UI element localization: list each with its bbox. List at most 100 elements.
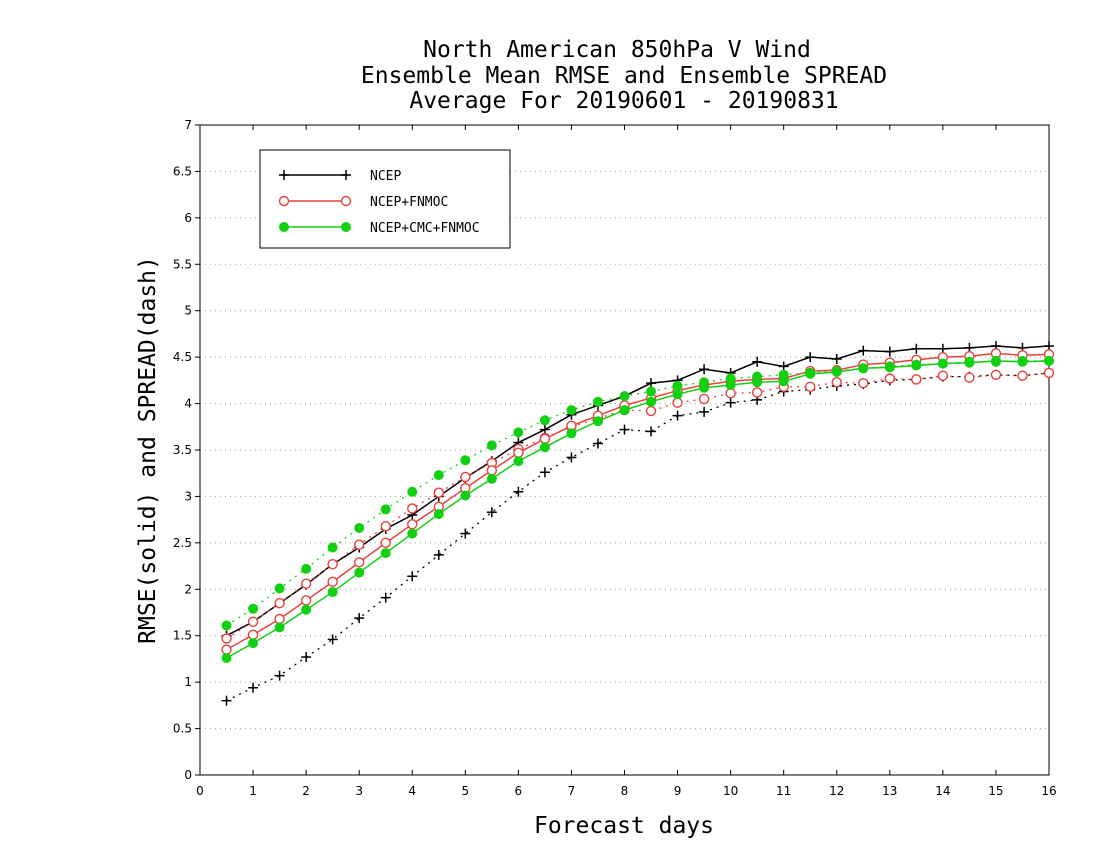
rmse-point-ncep-fnmoc [300,595,312,606]
rmse-point-ncep [778,361,789,372]
x-axis-label: Forecast days [534,813,714,839]
rmse-point-ncep-cmc-fnmoc [327,587,338,598]
spread-point-ncep [301,652,312,663]
rmse-point-ncep-cmc-fnmoc [964,357,975,368]
x-tick-label: 8 [621,784,629,798]
spread-line-ncep-cmc-fnmoc [226,360,1049,627]
legend-label: NCEP+FNMOC [370,195,448,210]
spread-point-ncep-fnmoc [247,616,259,627]
rmse-point-ncep [699,364,710,375]
spread-point-ncep-fnmoc [380,520,391,532]
spread-point-ncep [539,467,550,478]
rmse-point-ncep-cmc-fnmoc [1017,356,1028,367]
rmse-point-ncep [646,378,657,389]
rmse-point-ncep-cmc-fnmoc [486,473,497,484]
series-ncep-cmc-fnmoc [221,355,1054,663]
spread-point-ncep-cmc-fnmoc [592,396,603,407]
y-tick-label: 1 [184,675,192,689]
rmse-point-ncep [831,354,842,364]
x-tick-label: 4 [408,784,416,798]
rmse-point-ncep-cmc-fnmoc [592,416,603,427]
legend-entry-ncep: NCEP [279,169,401,184]
rmse-point-ncep-cmc-fnmoc [354,567,365,578]
spread-point-ncep-cmc-fnmoc [407,486,418,497]
spread-point-ncep-fnmoc [911,374,922,385]
legend-entry-ncep-fnmoc: NCEP+FNMOC [278,195,448,210]
title-line-1: North American 850hPa V Wind [423,37,811,63]
x-tick-label: 9 [674,784,682,798]
rmse-point-ncep-cmc-fnmoc [1044,355,1054,366]
rmse-point-ncep [752,356,763,367]
axis-ticks: 00.511.522.533.544.555.566.570 1 2 3 4 5 6 7 8 9 1… [173,118,1057,798]
spread-point-ncep-fnmoc [805,381,816,393]
rmse-point-ncep-cmc-fnmoc [831,367,842,377]
spread-point-ncep-fnmoc [1017,370,1028,381]
title-line-3: Average For 20190601 - 20190831 [409,88,838,114]
legend-box [259,149,511,249]
spread-line-ncep-fnmoc [226,372,1050,640]
rmse-point-ncep-fnmoc [221,644,232,655]
rmse-point-ncep-cmc-fnmoc [672,389,683,400]
rmse-point-ncep-cmc-fnmoc [407,528,418,539]
rmse-line-ncep [226,345,1050,637]
spread-point-ncep-cmc-fnmoc [301,563,312,574]
x-tick-label: 3 [355,784,363,798]
y-tick-label: 2.5 [173,536,192,550]
spread-point-ncep-fnmoc [672,397,683,408]
y-tick-label: 4.5 [173,350,192,364]
rmse-point-ncep-fnmoc [539,433,551,445]
rmse-point-ncep [911,343,922,354]
rmse-point-ncep-cmc-fnmoc [433,509,444,520]
y-tick-label: 7 [184,118,192,132]
spread-line-ncep [226,372,1050,702]
spread-point-ncep-fnmoc [831,377,842,388]
spread-point-ncep-fnmoc [460,471,471,483]
spread-point-ncep [513,486,524,497]
spread-point-ncep-cmc-fnmoc [646,386,657,397]
spread-point-ncep-fnmoc [751,387,763,398]
rmse-point-ncep [884,346,895,357]
spread-point-ncep [407,571,418,582]
legend-marker-left [278,195,290,207]
rmse-point-ncep-fnmoc [380,537,391,549]
series-ncep [221,341,1054,706]
grid [200,170,1049,730]
rmse-point-ncep-fnmoc [274,613,285,625]
spread-point-ncep-cmc-fnmoc [327,542,338,553]
spread-point-ncep-fnmoc [645,405,657,417]
x-tick-label: 6 [515,784,523,798]
spread-point-ncep-cmc-fnmoc [380,504,391,515]
spread-point-ncep-cmc-fnmoc [433,470,444,481]
rmse-point-ncep-cmc-fnmoc [752,377,763,388]
spread-point-ncep [486,507,497,518]
spread-point-ncep-fnmoc [858,377,869,389]
rmse-point-ncep-cmc-fnmoc [566,428,577,439]
rmse-point-ncep-cmc-fnmoc [937,358,948,369]
spread-point-ncep-cmc-fnmoc [274,583,285,594]
legend-marker-right [341,222,351,232]
rmse-point-ncep-fnmoc [407,519,418,530]
spread-point-ncep [646,426,657,437]
spread-point-ncep-fnmoc [884,373,896,384]
y-tick-label: 0 [184,768,192,782]
x-tick-label: 13 [882,784,897,798]
rmse-point-ncep-cmc-fnmoc [911,360,922,371]
legend-marker-left [279,222,289,232]
legend-label: NCEP [370,169,401,184]
title-line-2: Ensemble Mean RMSE and Ensemble SPREAD [361,63,887,89]
rmse-point-ncep-cmc-fnmoc [990,355,1001,366]
rmse-point-ncep-cmc-fnmoc [460,490,471,501]
spread-point-ncep-fnmoc [353,539,365,550]
spread-point-ncep [460,528,471,539]
x-tick-label: 12 [829,784,844,798]
spread-point-ncep-cmc-fnmoc [539,415,550,426]
spread-point-ncep [592,438,603,449]
spread-point-ncep [619,424,630,435]
spread-point-ncep-fnmoc [964,372,975,383]
rmse-point-ncep-cmc-fnmoc [513,456,524,467]
spread-point-ncep-cmc-fnmoc [354,523,365,533]
spread-point-ncep [248,682,259,693]
rmse-point-ncep-fnmoc [353,557,365,568]
x-tick-label: 14 [935,784,950,798]
